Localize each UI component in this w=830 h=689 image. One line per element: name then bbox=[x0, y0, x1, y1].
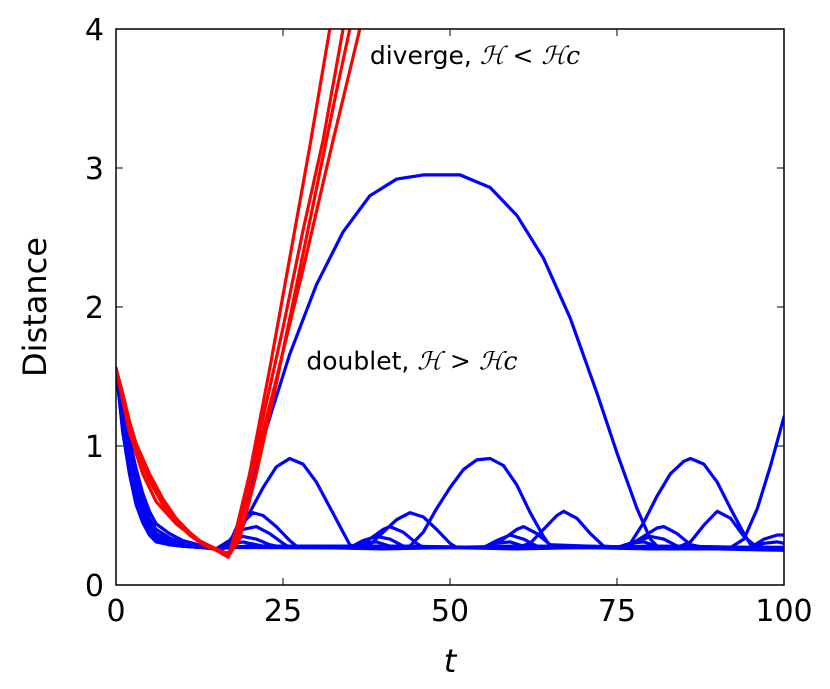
series-layer bbox=[116, 29, 784, 559]
doublet-series-line-10 bbox=[116, 366, 784, 551]
doublet-annotation-math: ℋ > ℋc bbox=[417, 347, 517, 376]
doublet-series-line-9 bbox=[116, 366, 784, 551]
doublet-series-line-12 bbox=[116, 366, 784, 552]
diverge-annotation-text: diverge, bbox=[370, 41, 480, 70]
x-tick-label: 50 bbox=[431, 594, 469, 629]
y-tick-label: 4 bbox=[85, 13, 104, 48]
annotation-layer: diverge, ℋ < ℋc doublet, ℋ > ℋc bbox=[306, 41, 580, 376]
diverge-series-line-1 bbox=[116, 29, 345, 558]
y-tick-label: 3 bbox=[85, 152, 104, 187]
plot-frame bbox=[115, 28, 785, 586]
diverge-series-line-3 bbox=[116, 29, 352, 557]
doublet-series-line-7 bbox=[116, 366, 784, 551]
doublet-series-line-5 bbox=[655, 415, 784, 551]
y-axis-title: Distance bbox=[16, 237, 54, 377]
x-tick-label: 75 bbox=[598, 594, 636, 629]
doublet-annotation: doublet, ℋ > ℋc bbox=[306, 347, 517, 376]
doublet-series-line-14 bbox=[116, 366, 784, 551]
diverge-annotation-math: ℋ < ℋc bbox=[480, 41, 580, 70]
y-tick-label: 0 bbox=[85, 569, 104, 604]
doublet-series-line-13 bbox=[116, 366, 784, 551]
x-tick-label: 25 bbox=[264, 594, 302, 629]
tick-layer: 0 25 50 75 100 0 1 2 3 4 bbox=[85, 13, 813, 629]
doublet-series-line-11 bbox=[116, 366, 784, 551]
x-tick-label: 0 bbox=[106, 594, 125, 629]
diverge-annotation: diverge, ℋ < ℋc bbox=[370, 41, 580, 70]
doublet-series-line-6 bbox=[116, 366, 784, 551]
y-tick-label: 2 bbox=[85, 291, 104, 326]
y-tick-label: 1 bbox=[85, 430, 104, 465]
doublet-annotation-text: doublet, bbox=[306, 347, 417, 376]
x-axis-title: t bbox=[444, 642, 458, 680]
x-tick-label: 100 bbox=[755, 594, 812, 629]
doublet-series-line-8 bbox=[116, 366, 784, 551]
